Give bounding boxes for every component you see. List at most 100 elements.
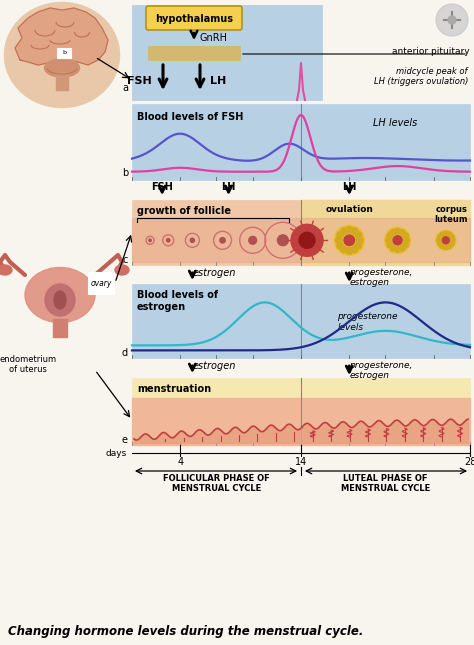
Circle shape [393,236,402,245]
Circle shape [291,224,323,256]
Circle shape [395,228,401,234]
Text: endometrium
of uterus: endometrium of uterus [0,355,56,374]
Text: estrogen: estrogen [192,268,236,278]
Circle shape [277,235,288,246]
Text: LH: LH [221,182,236,192]
Circle shape [387,242,392,248]
Circle shape [444,231,448,235]
Text: LH: LH [210,76,226,86]
Ellipse shape [115,265,129,275]
FancyBboxPatch shape [146,6,242,30]
Text: LUTEAL PHASE OF
MENSTRUAL CYCLE: LUTEAL PHASE OF MENSTRUAL CYCLE [341,474,430,493]
Text: ovary: ovary [91,279,112,288]
Circle shape [438,242,442,246]
Circle shape [444,245,448,250]
Text: Changing hormone levels during the menstrual cycle.: Changing hormone levels during the menst… [8,625,364,638]
Text: GnRH: GnRH [200,33,228,43]
Circle shape [442,237,449,244]
Ellipse shape [54,291,66,309]
Bar [132,5,322,100]
Circle shape [437,238,441,243]
Bar [56,72,68,90]
Circle shape [404,237,410,243]
Text: Blood levels of
estrogen: Blood levels of estrogen [137,290,218,312]
Text: 28: 28 [464,457,474,467]
Circle shape [450,242,454,246]
Text: anterior pituitary: anterior pituitary [392,46,470,55]
Circle shape [390,245,396,251]
Circle shape [190,238,194,243]
Bar [132,378,470,445]
Ellipse shape [0,265,12,275]
Text: progesterone,
estrogen: progesterone, estrogen [349,361,413,381]
Ellipse shape [45,284,75,316]
Circle shape [337,232,344,239]
Circle shape [447,244,452,248]
Bar [132,218,470,262]
Text: menstruation: menstruation [137,384,211,394]
Circle shape [355,232,362,239]
Bar [301,200,470,265]
Bar [88,272,114,294]
Bar [132,104,470,180]
Circle shape [337,243,344,249]
Text: progesterone
levels: progesterone levels [337,312,398,332]
Circle shape [451,238,455,243]
Text: b: b [122,168,128,178]
Text: corpus
luteum: corpus luteum [435,205,468,224]
Text: b: b [62,50,66,55]
Bar [132,284,470,358]
Circle shape [249,237,256,244]
Text: e: e [122,435,128,445]
Circle shape [351,228,358,235]
Circle shape [166,239,170,242]
Circle shape [399,245,405,251]
Text: LH: LH [342,182,356,192]
Bar [148,46,240,60]
Circle shape [436,230,456,250]
Bar [132,200,470,265]
Text: days: days [106,448,127,457]
Text: 4: 4 [177,457,183,467]
Circle shape [299,232,315,248]
Circle shape [346,226,353,233]
Circle shape [402,233,408,239]
Text: growth of follicle: growth of follicle [137,206,231,216]
Circle shape [336,237,342,244]
Circle shape [344,235,355,246]
Circle shape [355,243,362,249]
Ellipse shape [25,268,95,322]
Circle shape [402,242,408,248]
Text: FOLLICULAR PHASE OF
MENSTRUAL CYCLE: FOLLICULAR PHASE OF MENSTRUAL CYCLE [163,474,270,493]
Circle shape [440,244,445,248]
Circle shape [436,4,468,36]
Ellipse shape [45,59,80,77]
Circle shape [440,232,445,237]
Text: FSH: FSH [151,182,173,192]
Ellipse shape [4,3,119,108]
Circle shape [220,237,225,243]
Text: Blood levels of FSH: Blood levels of FSH [137,112,243,122]
Text: a: a [122,83,128,93]
Text: 14: 14 [295,457,307,467]
Circle shape [450,235,454,239]
Text: midcycle peak of
LH (triggers ovulation): midcycle peak of LH (triggers ovulation) [374,67,468,86]
Bar [53,319,67,337]
Circle shape [387,233,392,239]
Text: FSH: FSH [127,76,152,86]
Text: c: c [123,255,128,265]
Circle shape [447,232,452,237]
Circle shape [356,237,363,244]
Text: LH levels: LH levels [374,118,418,128]
Text: ovulation: ovulation [325,205,373,214]
Circle shape [384,227,410,253]
Text: progesterone,
estrogen: progesterone, estrogen [349,268,413,288]
Circle shape [351,246,358,253]
Polygon shape [15,8,108,65]
Circle shape [438,235,442,239]
Text: hypothalamus: hypothalamus [155,14,233,24]
Circle shape [341,246,347,253]
Circle shape [334,225,365,255]
Bar [57,48,71,58]
Circle shape [149,239,151,241]
